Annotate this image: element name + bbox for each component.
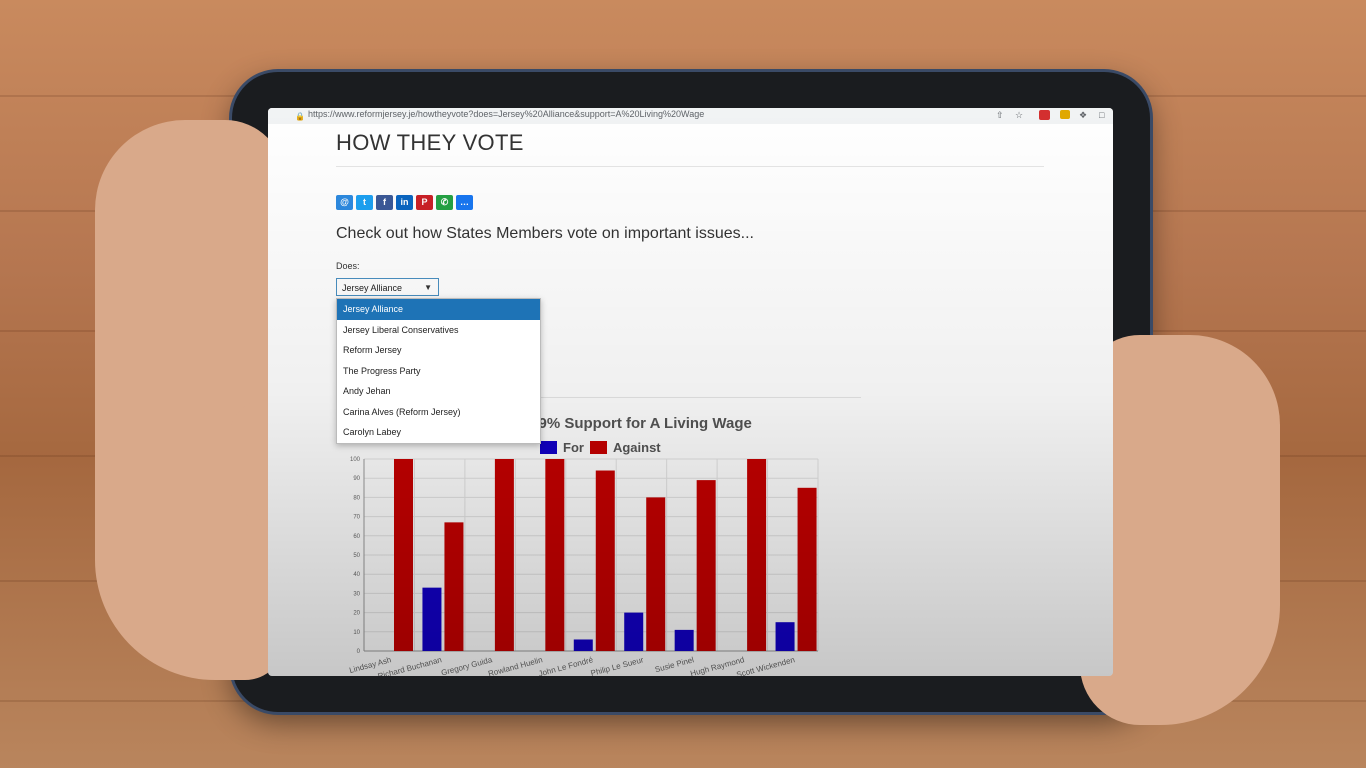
y-tick-label: 80 — [353, 495, 360, 501]
y-tick-label: 30 — [353, 591, 360, 597]
does-select[interactable]: Jersey Alliance ▼ — [336, 278, 439, 296]
puzzle-extensions-icon[interactable]: ❖ — [1079, 110, 1088, 120]
for-bar — [624, 612, 644, 651]
for-bar — [775, 622, 795, 651]
intro-text: Check out how States Members vote on imp… — [336, 225, 754, 242]
facebook-icon[interactable]: f — [376, 195, 393, 210]
browser-address-bar[interactable]: 🔒 https://www.reformjersey.je/howtheyvot… — [268, 108, 1113, 124]
message-icon[interactable]: … — [456, 195, 473, 210]
dropdown-option[interactable]: Jersey Liberal Conservatives — [343, 324, 459, 335]
tablet-screen: 🔒 https://www.reformjersey.je/howtheyvot… — [268, 108, 1113, 676]
y-tick-label: 0 — [357, 649, 361, 655]
y-tick-label: 50 — [353, 553, 360, 559]
for-bar — [573, 639, 593, 651]
x-tick-label: Philip Le Sueur — [590, 655, 645, 676]
y-tick-label: 40 — [353, 572, 360, 578]
left-hand — [95, 120, 285, 680]
against-bar — [444, 522, 464, 651]
does-select-value: Jersey Alliance — [342, 283, 403, 293]
url-text[interactable]: https://www.reformjersey.je/howtheyvote?… — [308, 109, 705, 119]
legend-against-label: Against — [612, 440, 661, 455]
y-tick-label: 90 — [353, 476, 360, 482]
divider — [336, 397, 861, 398]
share-page-icon[interactable]: ⇧ — [996, 110, 1004, 120]
pinterest-icon[interactable]: P — [416, 195, 433, 210]
twitter-icon[interactable]: t — [356, 195, 373, 210]
x-tick-label: Gregory Guida — [440, 655, 494, 676]
against-bar — [494, 459, 514, 651]
against-bar — [394, 459, 413, 651]
chevron-down-icon: ▼ — [424, 283, 432, 292]
against-bar — [595, 470, 615, 651]
dropdown-option[interactable]: Carolyn Labey — [343, 427, 402, 437]
lock-icon: 🔒 — [295, 112, 305, 121]
against-bar — [646, 497, 666, 651]
divider — [336, 166, 1044, 167]
page-title: HOW THEY VOTE — [336, 130, 524, 155]
x-tick-label: Rowland Huelin — [487, 655, 543, 676]
dropdown-option[interactable]: Carina Alves (Reform Jersey) — [343, 406, 461, 417]
linkedin-icon[interactable]: in — [396, 195, 413, 210]
y-tick-label: 20 — [353, 611, 360, 617]
dropdown-option[interactable]: Reform Jersey — [343, 345, 402, 355]
extension-icon[interactable] — [1039, 110, 1050, 120]
against-bar — [797, 487, 817, 651]
side-panel-icon[interactable]: □ — [1099, 110, 1105, 120]
x-tick-label: John Le Fondré — [538, 655, 595, 676]
against-bar — [747, 459, 767, 651]
dropdown-option[interactable]: Jersey Alliance — [337, 299, 540, 320]
bookmark-star-icon[interactable]: ☆ — [1015, 110, 1024, 120]
legend-against-swatch — [589, 441, 607, 454]
email-icon[interactable]: @ — [336, 195, 353, 210]
y-tick-label: 10 — [353, 630, 360, 636]
y-tick-label: 60 — [353, 534, 360, 540]
chart-title: e: 9% Support for A Living Wage — [521, 415, 752, 432]
legend-for-label: For — [563, 440, 584, 455]
does-label: Does: — [336, 261, 360, 271]
extension-icon[interactable] — [1060, 110, 1070, 119]
for-bar — [674, 629, 694, 651]
dropdown-option[interactable]: The Progress Party — [343, 365, 421, 376]
dropdown-option[interactable]: Andy Jehan — [343, 386, 391, 396]
y-tick-label: 70 — [353, 515, 360, 521]
for-bar — [422, 587, 442, 651]
whatsapp-icon[interactable]: ✆ — [436, 195, 453, 210]
chart-legend: For Against — [540, 440, 661, 455]
against-bar — [545, 459, 565, 651]
x-tick-label: Scott Wickenden — [736, 655, 796, 676]
share-buttons: @ t f in P ✆… — [336, 195, 473, 210]
y-tick-label: 100 — [350, 457, 361, 463]
does-dropdown-list: Jersey Alliance Jersey Liberal Conservati… — [336, 298, 541, 444]
right-hand — [1080, 335, 1280, 725]
against-bar — [696, 480, 716, 651]
legend-for-swatch — [540, 441, 557, 454]
